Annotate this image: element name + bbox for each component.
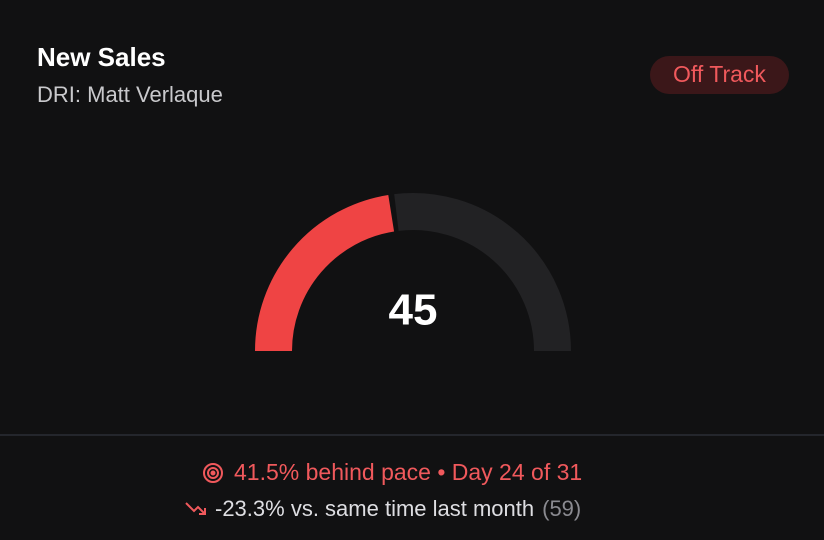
previous-value: (59): [542, 496, 581, 521]
status-label: Off Track: [673, 61, 766, 87]
comparison-text: -23.3% vs. same time last month: [215, 496, 534, 521]
gauge-track: [394, 193, 571, 352]
pace-text: 41.5% behind pace • Day 24 of 31: [234, 459, 582, 485]
card-subtitle: DRI: Matt Verlaque: [37, 82, 223, 107]
card-title: New Sales: [37, 42, 166, 72]
target-icon: [203, 463, 223, 483]
gauge-fill: [255, 194, 395, 352]
gauge-value: 45: [389, 286, 438, 335]
status-badge: [650, 56, 789, 94]
gauge: [255, 193, 571, 352]
trend-down-icon: [185, 502, 206, 515]
